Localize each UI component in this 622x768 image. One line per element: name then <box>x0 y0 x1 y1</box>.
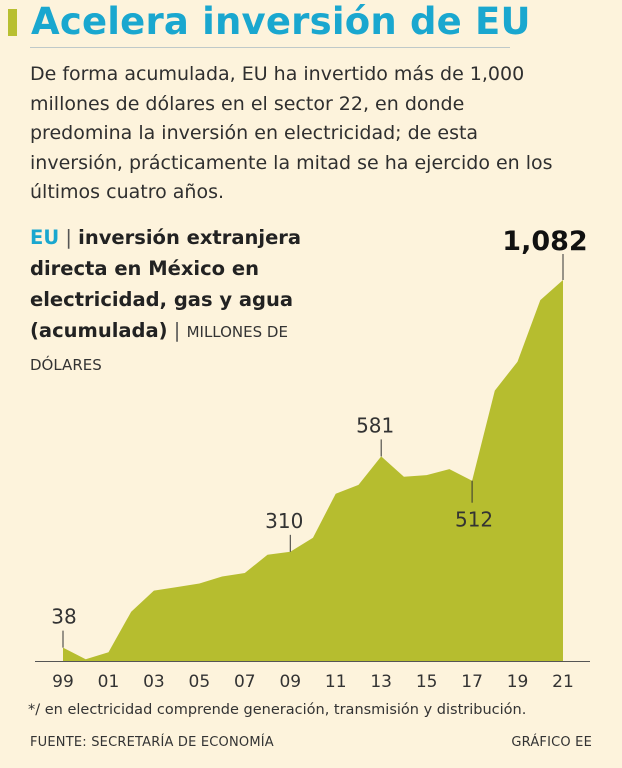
x-tick-label: 19 <box>507 672 529 692</box>
x-tick-label: 03 <box>143 672 165 692</box>
source-note: FUENTE: SECRETARÍA DE ECONOMÍA <box>30 735 274 750</box>
headline-accent-bar <box>8 9 17 36</box>
x-tick-label: 09 <box>279 672 301 692</box>
x-tick-label: 21 <box>552 672 574 692</box>
x-tick-label: 11 <box>325 672 347 692</box>
x-tick-label: 99 <box>52 672 74 692</box>
x-tick-label: 05 <box>189 672 211 692</box>
chart-title-country: EU <box>30 226 60 249</box>
x-tick-label: 15 <box>416 672 438 692</box>
data-label: 1,082 <box>502 226 587 257</box>
x-tick-label: 01 <box>98 672 120 692</box>
x-tick-label: 17 <box>461 672 483 692</box>
graphic-credit: GRÁFICO EE <box>511 735 592 750</box>
data-label: 581 <box>356 413 394 437</box>
chart-units: MILLONES DE DÓLARES <box>30 323 288 374</box>
headline-divider <box>30 47 510 48</box>
x-axis-ticks: 99 01 03 05 07 09 11 13 15 17 19 21 <box>52 672 574 692</box>
data-label: 512 <box>455 508 493 532</box>
headline: Acelera inversión de EU <box>31 0 531 43</box>
data-annotations: 38 310 581 512 1,082 <box>51 226 588 648</box>
footnote: */ en electricidad comprende generación,… <box>28 702 527 718</box>
chart-title: EU | inversión extranjera directa en Méx… <box>30 222 350 381</box>
deck-paragraph: De forma acumulada, EU ha invertido más … <box>30 63 553 203</box>
chart-title-text: inversión extranjera directa en México e… <box>30 226 302 342</box>
data-label: 310 <box>265 509 303 533</box>
chart-units-separator: | <box>173 319 181 342</box>
area-chart: 99 01 03 05 07 09 11 13 15 17 19 21 38 310 581 512 1,08… <box>35 226 590 692</box>
data-label: 38 <box>51 605 76 629</box>
x-tick-label: 13 <box>370 672 392 692</box>
area-series <box>63 280 563 661</box>
x-tick-label: 07 <box>234 672 256 692</box>
chart-title-separator: | <box>65 226 72 249</box>
